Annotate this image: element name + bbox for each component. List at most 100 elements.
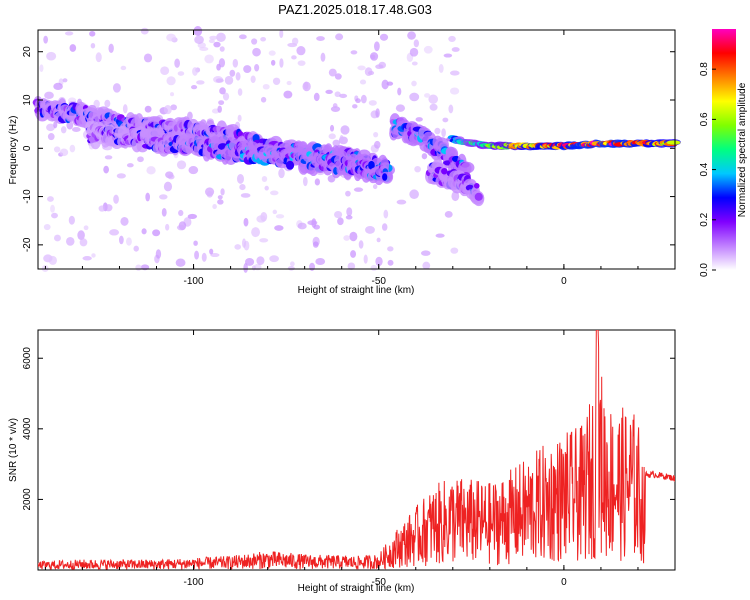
colorbar-label: Normalized spectral amplitude [737, 82, 748, 217]
spectrogram-noise-blob [208, 39, 215, 44]
snr-ylabel: SNR (10 * v/v) [8, 418, 19, 482]
spectrogram-noise-blob [95, 52, 102, 63]
spectrogram-noise-blob [43, 223, 51, 231]
spectrogram-noise-blob [345, 190, 351, 197]
spectrogram-noise-blob [379, 33, 389, 41]
spectrogram-noise-blob [360, 94, 367, 104]
spectrogram-noise-blob [46, 123, 55, 132]
spectrogram-noise-blob [327, 174, 336, 183]
spectrogram-noise-blob [196, 80, 205, 85]
spectrogram-noise-blob [297, 222, 307, 230]
spectrogram-noise-blob [159, 194, 168, 200]
spectrogram-noise-blob [71, 126, 81, 132]
spectrogram-noise-blob [387, 246, 394, 252]
spectrogram-noise-blob [320, 52, 326, 62]
spectrogram-noise-blob [328, 133, 336, 140]
snr-y-tick-label: 6000 [22, 347, 33, 370]
spectrogram-x-tick-label: -100 [184, 276, 204, 287]
colorbar-tick-label: 0.2 [699, 212, 710, 226]
spectrogram-noise-blob [309, 262, 316, 271]
spectrogram-noise-blob [279, 29, 284, 38]
spectrogram-x-tick-label: 0 [561, 276, 567, 287]
spectrogram-noise-blob [194, 35, 204, 45]
spectrogram-noise-blob [367, 70, 375, 76]
spectrogram-noise-blob [79, 238, 88, 247]
spectrogram-noise-blob [90, 42, 96, 49]
spectrogram-noise-blob [313, 92, 320, 102]
spectrogram-noise-blob [411, 80, 417, 87]
spectrogram-noise-blob [290, 261, 295, 267]
spectrogram-noise-blob [243, 65, 252, 73]
spectrogram-noise-blob [349, 231, 358, 242]
spectrogram-noise-blob [222, 92, 230, 101]
spectrogram-noise-blob [370, 264, 378, 272]
spectrogram-noise-blob [374, 140, 381, 149]
colorbar-tick-label: 0.6 [699, 112, 710, 126]
spectrogram-blob [473, 183, 480, 189]
spectrogram-noise-blob [98, 205, 106, 212]
spectrogram-noise-blob [279, 58, 284, 68]
spectrogram-noise-blob [44, 91, 54, 100]
spectrogram-noise-blob [270, 190, 279, 196]
spectrogram-noise-blob [449, 87, 460, 95]
spectrogram-noise-blob [53, 82, 63, 91]
spectrogram-noise-blob [51, 212, 58, 219]
spectrogram-noise-blob [346, 207, 353, 217]
snr-x-axis: -100 -50 0 [44, 330, 676, 588]
spectrogram-noise-blob [332, 139, 340, 147]
spectrogram-noise-blob [365, 225, 375, 234]
spectrogram-noise-blob [206, 191, 213, 198]
spectrogram-noise-blob [82, 256, 92, 261]
spectrogram-blob [382, 173, 388, 181]
spectrogram-noise-blob [120, 65, 127, 71]
spectrogram-noise-blob [210, 252, 220, 258]
spectrogram-noise-blob [137, 156, 144, 163]
spectrogram-noise-blob [302, 81, 311, 92]
spectrogram-noise-blob [259, 238, 269, 243]
spectrogram-frame [37, 29, 676, 270]
spectrogram-noise-blob [118, 235, 124, 245]
spectrogram-noise-blob [204, 54, 214, 64]
spectrogram-noise-blob [315, 257, 326, 266]
spectrogram-noise-blob [375, 108, 380, 118]
spectrogram-noise-blob [350, 50, 358, 55]
spectrogram-noise-blob [274, 225, 284, 231]
spectrogram-noise-blob [272, 209, 278, 215]
spectrogram-noise-blob [146, 166, 156, 175]
spectrogram-noise-blob [218, 58, 226, 68]
spectrogram-noise-blob [316, 36, 325, 41]
spectrogram-noise-blob [251, 38, 258, 45]
spectrogram-noise-blob [339, 93, 348, 99]
spectrogram-noise-blob [160, 66, 170, 75]
spectrogram-noise-blob [201, 252, 207, 262]
spectrogram-panel: -100 -50 0 20 10 0 -10 -20 Height of straight … [8, 26, 681, 296]
spectrogram-noise-blob [352, 104, 358, 109]
spectrogram-noise-blob [420, 250, 431, 256]
colorbar-tick-label: 0.8 [699, 62, 710, 76]
spectrogram-noise-blob [375, 256, 383, 267]
spectrogram-noise-blob [62, 78, 68, 83]
spectrogram-noise-blob [444, 210, 453, 218]
spectrogram-noise-blob [191, 84, 198, 90]
spectrogram-noise-blob [104, 155, 113, 160]
spectrogram-noise-blob [126, 163, 134, 168]
spectrogram-noise-blob [141, 228, 147, 235]
spectrogram-noise-blob [262, 83, 270, 90]
spectrogram-noise-blob [176, 224, 186, 231]
colorbar-tick-label: 0.4 [699, 162, 710, 176]
spectrogram-noise-blob [350, 250, 357, 258]
spectrogram-noise-blob [237, 114, 242, 122]
spectrogram-noise-blob [175, 258, 186, 267]
spectrogram-noise-blob [329, 124, 335, 132]
spectrogram-noise-blob [448, 35, 456, 43]
spectrogram-noise-blob [334, 73, 342, 80]
spectrogram-noise-blob [64, 31, 74, 36]
spectrogram-noise-blob [77, 230, 85, 241]
spectrogram-noise-blob [372, 184, 378, 190]
spectrogram-noise-blob [325, 89, 333, 94]
spectrogram-noise-blob [112, 83, 121, 93]
spectrogram-noise-blob [69, 144, 76, 153]
spectrogram-noise-blob [59, 148, 69, 157]
spectrogram-y-tick-label: 0 [22, 145, 33, 151]
spectrogram-noise-blob [422, 261, 431, 270]
